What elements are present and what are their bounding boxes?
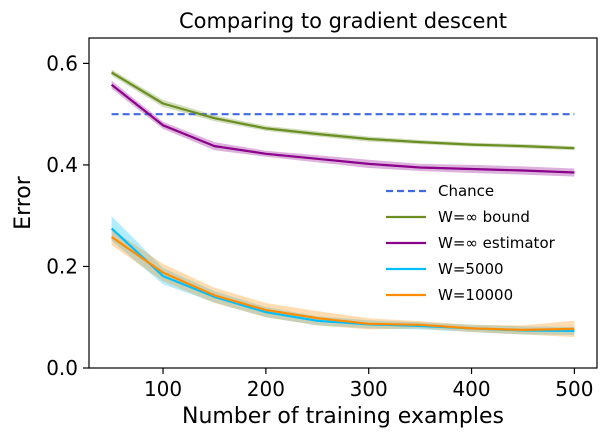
y-axis-ticks: 0.0 0.2 0.4 0.6	[46, 51, 89, 380]
x-tick-label-400: 400	[452, 377, 490, 401]
band-w-10000	[111, 228, 575, 337]
y-tick-label-3: 0.6	[46, 51, 78, 75]
x-tick-label-500: 500	[555, 377, 593, 401]
confidence-bands	[111, 69, 575, 337]
band-w-inf-estimator	[111, 80, 575, 177]
x-axis-label: Number of training examples	[182, 404, 504, 429]
line-w-10000	[110, 236, 575, 331]
band-w-inf-bound	[111, 69, 575, 151]
legend-label-chance: Chance	[438, 182, 494, 200]
legend-label-w-inf-estimator: W=∞ estimator	[438, 234, 556, 252]
y-tick-label-2: 0.4	[46, 153, 78, 177]
x-tick-label-200: 200	[247, 377, 285, 401]
legend-label-w-10000: W=10000	[438, 286, 513, 304]
legend-label-w-5000: W=5000	[438, 260, 504, 278]
x-tick-label-100: 100	[144, 377, 182, 401]
y-tick-label-1: 0.2	[46, 254, 78, 278]
plot-frame	[88, 37, 598, 369]
y-axis-label: Error	[11, 175, 36, 230]
legend-label-w-inf-bound: W=∞ bound	[438, 208, 530, 226]
line-w-inf-bound	[111, 71, 575, 150]
legend: Chance W=∞ bound W=∞ estimator W=5000 W=1000…	[386, 182, 556, 304]
chart-title: Comparing to gradient descent	[179, 9, 507, 33]
x-axis-ticks: 100 200 300 400 500	[144, 368, 593, 401]
y-tick-label-0: 0.0	[46, 356, 78, 380]
band-w-5000	[111, 216, 575, 335]
line-w-inf-estimator	[110, 83, 575, 174]
series-lines	[110, 71, 575, 332]
x-tick-label-300: 300	[350, 377, 388, 401]
